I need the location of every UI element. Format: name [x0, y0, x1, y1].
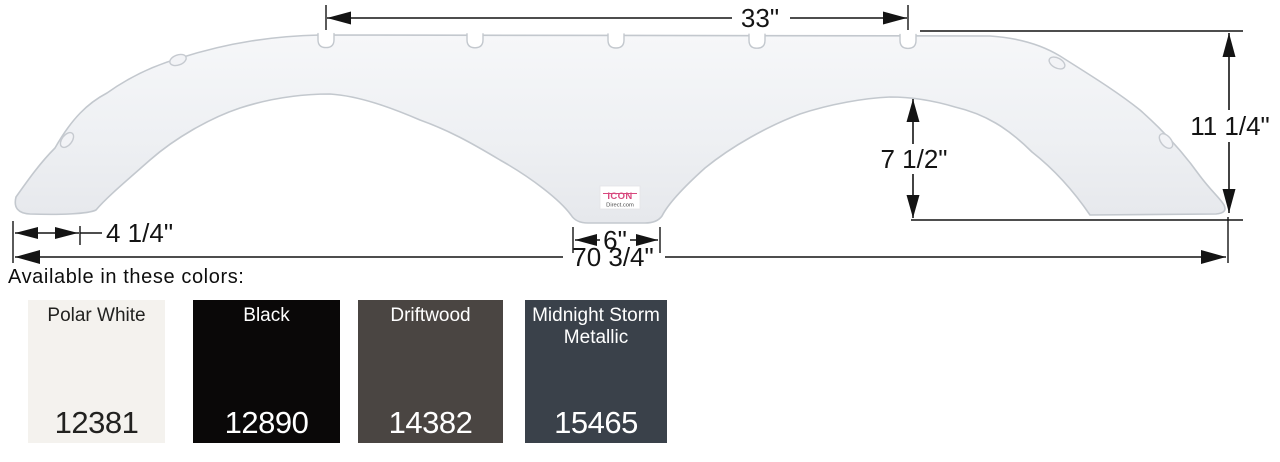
- color-swatch-polar-white: Polar White 12381: [28, 300, 165, 443]
- dim-label-right-height: 11 1/4": [1190, 111, 1270, 141]
- dim-ext-lines: [12, 221, 81, 263]
- arrowhead-left: [15, 250, 40, 264]
- logo-label: [599, 185, 641, 210]
- dim-ext-lines: [572, 227, 661, 253]
- swatch-name: Driftwood: [390, 305, 471, 326]
- dim-total-width: 70 3/4": [15, 217, 1229, 272]
- dim-label-center-flat: 6": [603, 225, 627, 255]
- swatch-name: Polar White: [47, 305, 146, 326]
- arrowhead-left: [575, 234, 597, 246]
- dim-right-height: 11 1/4": [911, 30, 1270, 221]
- color-swatch-driftwood: Driftwood 14382: [358, 300, 503, 443]
- colors-heading: Available in these colors:: [8, 266, 245, 288]
- mounting-notch: [607, 33, 625, 49]
- swatch-part-number: 12890: [224, 405, 309, 440]
- dim-arch-height: 7 1/2": [880, 99, 948, 218]
- dimple: [169, 53, 187, 67]
- swatch-part-number: 14382: [388, 405, 473, 440]
- dim-label-top-width: 33": [741, 3, 779, 33]
- arrowhead-down: [1222, 189, 1236, 213]
- dim-label-total-width: 70 3/4": [572, 242, 654, 270]
- swatch-part-number: 15465: [554, 405, 638, 440]
- dimple: [59, 131, 75, 149]
- mounting-notch: [899, 33, 917, 50]
- arrowhead-down: [906, 195, 920, 218]
- arrowhead-right: [636, 234, 658, 246]
- arrowhead-left: [327, 11, 351, 25]
- logo-domain-text: Direct.com: [606, 203, 634, 209]
- swatch-name: Black: [243, 305, 290, 326]
- surface-dimples: [59, 53, 1174, 149]
- logo-brand-text: ICON: [607, 191, 632, 202]
- arrowhead-right: [1201, 250, 1226, 264]
- arrowhead-up: [906, 99, 920, 122]
- mounting-notches: [317, 32, 917, 50]
- mounting-notch: [317, 32, 335, 49]
- dim-ext-lines: [325, 5, 909, 30]
- arrowhead-right: [55, 227, 78, 239]
- dimple: [1048, 56, 1066, 70]
- fender-diagram: ICON Direct.com 33" 11 1/4" 7 1/2": [12, 3, 1270, 272]
- dim-left-tip: 4 1/4": [12, 218, 173, 263]
- color-swatch-black: Black 12890: [193, 300, 340, 443]
- dim-ref-lines: [911, 30, 1243, 221]
- dimple: [1158, 133, 1174, 149]
- mounting-notch: [466, 32, 484, 49]
- arrowhead-left: [15, 227, 38, 239]
- mounting-notch: [748, 33, 766, 49]
- brand-logo: ICON Direct.com: [599, 185, 641, 210]
- dim-top-width: 33": [325, 3, 909, 33]
- arrowhead-up: [1222, 33, 1236, 57]
- fender-body: [14, 34, 1226, 224]
- swatch-part-number: 12381: [54, 405, 139, 440]
- dim-label-arch-height: 7 1/2": [880, 144, 947, 174]
- swatch-name: Midnight Storm Metallic: [532, 305, 660, 349]
- arrowhead-right: [883, 11, 907, 25]
- color-swatch-midnight-storm-metallic: Midnight Storm Metallic 15465: [525, 300, 667, 443]
- fender-svg: ICON Direct.com 33" 11 1/4" 7 1/2": [12, 3, 1270, 272]
- dim-center-flat: 6": [572, 225, 661, 255]
- dim-label-left-tip: 4 1/4": [106, 218, 173, 248]
